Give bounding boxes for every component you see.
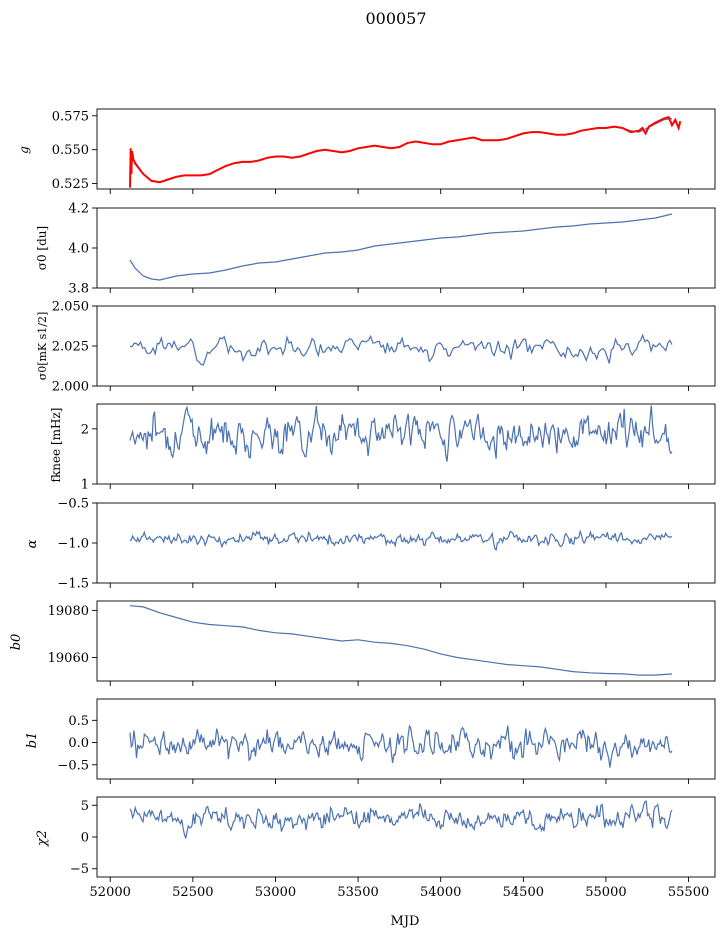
- y-tick-label: 3.8: [68, 282, 89, 297]
- ylabel-sigma0-mks-text: σ0[mK s1/2]: [36, 312, 49, 381]
- ylabel-sigma0-mks: σ0[mK s1/2]: [36, 312, 49, 381]
- ylabel-fknee: fknee [mHz]: [49, 408, 63, 483]
- y-tick-label: 0.575: [52, 109, 89, 124]
- y-tick-label: 4.2: [68, 202, 89, 217]
- x-tick-label: 54500: [503, 885, 544, 900]
- series-line-4-0: [129, 529, 673, 552]
- panel-3: 12: [81, 403, 716, 493]
- panel-frame: [96, 207, 716, 289]
- series-line-5-0: [129, 605, 673, 676]
- series-line-1-0: [129, 213, 673, 281]
- y-tick-label: 0.5: [68, 714, 89, 729]
- panel-frame: [96, 796, 716, 878]
- panel-4: −1.5 −1.0 −0.5: [57, 497, 716, 592]
- y-tick-label: 0: [81, 831, 89, 846]
- y-tick-label: 0.550: [52, 143, 89, 158]
- series-line-7-0: [129, 800, 673, 839]
- panel-1: 3.8 4.0 4.2: [68, 202, 716, 297]
- panel-5: 19060 19080: [48, 600, 716, 686]
- panel-frame: [96, 698, 716, 780]
- x-tick-label: 52000: [90, 885, 131, 900]
- y-tick-label: 1: [81, 478, 89, 493]
- y-tick-label: 0.525: [52, 177, 89, 192]
- panel-frame: [96, 108, 716, 190]
- y-tick-label: 2.025: [52, 340, 89, 355]
- series-line-3-0: [129, 405, 673, 462]
- y-tick-label: 19060: [48, 651, 89, 666]
- figure-title: 000057: [365, 9, 426, 28]
- x-tick-label: 52500: [172, 885, 213, 900]
- panel-frame: [96, 403, 716, 485]
- panel-7: −5 0 5 52000 52500 53000 53500 54000 54500 55000 5…: [70, 796, 716, 900]
- panel-frame: [96, 600, 716, 682]
- y-tick-label: −0.5: [57, 497, 89, 512]
- ylabel-fknee-text: fknee [mHz]: [49, 408, 63, 483]
- y-tick-label: −5: [70, 862, 89, 877]
- y-tick-label: −1.0: [57, 537, 89, 552]
- y-tick-label: 5: [81, 799, 89, 814]
- series-line-2-0: [129, 333, 673, 366]
- y-tick-label: 0.0: [68, 736, 89, 751]
- y-tick-label: −0.5: [57, 758, 89, 773]
- panel-0: 0.525 0.550 0.575: [52, 108, 716, 194]
- y-tick-label: 19080: [48, 604, 89, 619]
- ylabel-sigma0-du-text: σ0 [du]: [35, 226, 49, 270]
- y-tick-label: 2.050: [52, 300, 89, 315]
- y-tick-label: −1.5: [57, 577, 89, 592]
- series-line-0-1: [129, 115, 682, 188]
- ylabel-b0: b0: [9, 634, 24, 651]
- panels: 0.5250.5500.5753.84.04.22.0002.0252.0501…: [48, 108, 716, 900]
- panel-6: −0.5 0.0 0.5: [57, 698, 716, 784]
- y-tick-label: 4.0: [68, 242, 89, 257]
- series-line-6-0: [129, 724, 673, 768]
- x-tick-label: 55000: [585, 885, 626, 900]
- panel-2: 2.000 2.025 2.050: [52, 300, 716, 395]
- panel-frame: [96, 502, 716, 584]
- x-tick-label: 54000: [420, 885, 461, 900]
- x-tick-label: 55500: [668, 885, 709, 900]
- x-tick-label: 53500: [337, 885, 378, 900]
- ylabel-alpha: α: [25, 539, 40, 548]
- ylabel-chi2: χ2: [35, 830, 50, 847]
- ylabel-sigma0-du: σ0 [du]: [35, 226, 49, 270]
- y-tick-label: 2.000: [52, 380, 89, 395]
- ylabel-b1: b1: [25, 732, 40, 749]
- x-axis-label: MJD: [391, 914, 420, 929]
- x-tick-label: 53000: [255, 885, 296, 900]
- y-tick-label: 2: [81, 422, 89, 437]
- ylabel-g: g: [17, 146, 31, 154]
